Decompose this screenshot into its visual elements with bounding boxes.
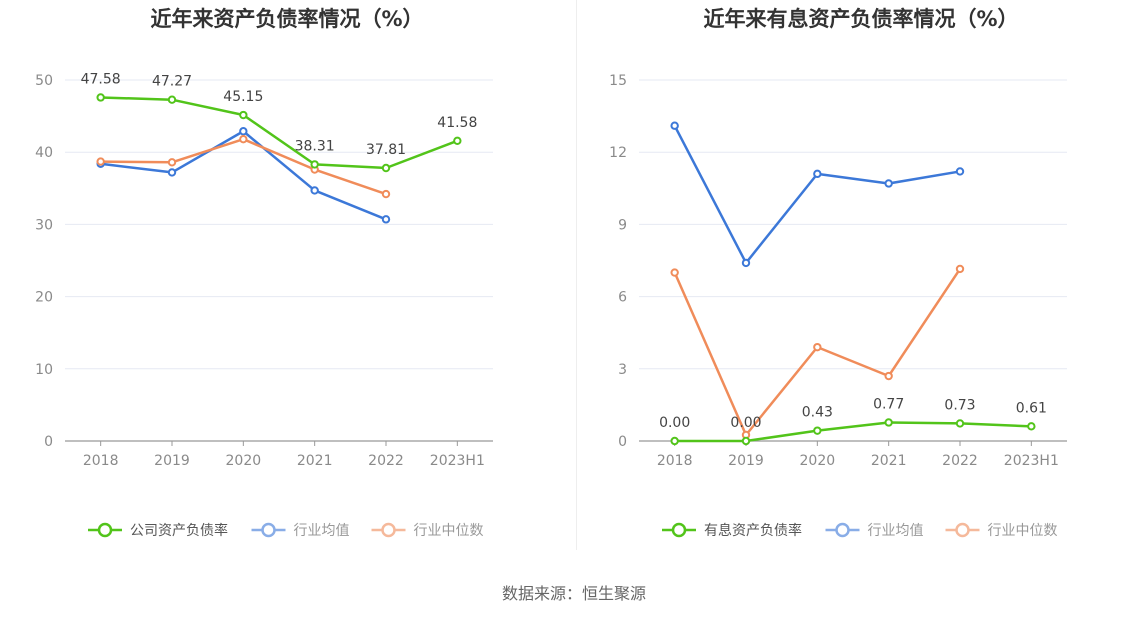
legend-marker <box>671 522 687 538</box>
data-point-median <box>670 268 679 277</box>
legend-marker <box>381 522 396 538</box>
data-point-company <box>96 93 105 102</box>
data-point-avg <box>813 169 822 179</box>
data-label: 45.15 <box>223 89 263 105</box>
legend-label: 行业均值 <box>294 523 350 539</box>
data-point-median <box>96 157 105 166</box>
y-tick-label: 30 <box>35 217 53 233</box>
y-tick-label: 9 <box>618 217 627 233</box>
chart-divider <box>576 0 577 550</box>
data-point-company <box>453 136 462 145</box>
data-point-median <box>239 135 248 144</box>
x-tick-label: 2023H1 <box>430 453 485 469</box>
y-tick-label: 0 <box>618 434 627 450</box>
data-point-company <box>239 110 248 120</box>
legend-marker <box>955 522 970 538</box>
legend-label: 行业中位数 <box>988 523 1058 539</box>
data-point-avg <box>167 168 177 177</box>
legend-label: 行业均值 <box>868 523 924 539</box>
x-tick-label: 2021 <box>871 453 907 469</box>
data-point-median <box>167 158 177 167</box>
data-point-company <box>167 95 177 104</box>
data-point-company <box>741 436 751 446</box>
legend-item-median[interactable]: 行业中位数 <box>945 522 1058 539</box>
data-point-company <box>813 426 822 435</box>
y-tick-label: 15 <box>609 73 627 89</box>
data-label: 41.58 <box>437 115 477 131</box>
data-source: 数据来源：恒生聚源 <box>501 584 646 603</box>
data-label: 38.31 <box>295 138 335 154</box>
interest-bearing-chart-svg: 近年来有息资产负债率情况（%） 0 3 6 9 12 15 2018 2019 2020 2021 2… <box>609 7 1067 539</box>
data-point-avg <box>741 258 751 268</box>
data-point-median <box>813 342 822 352</box>
chart-title: 近年来资产负债率情况（%） <box>150 7 423 31</box>
interest-bearing-chart: 近年来有息资产负债率情况（%） 0 3 6 9 12 15 2018 2019 2020 2021 2… <box>574 0 1148 560</box>
x-tick-label: 2019 <box>154 453 190 469</box>
x-tick-label: 2018 <box>83 453 119 469</box>
x-tick-label: 2023H1 <box>1004 453 1059 469</box>
y-tick-label: 3 <box>618 362 627 378</box>
asset-liability-chart-svg: 近年来资产负债率情况（%） 0 10 20 30 40 50 2018 2019 2020 2021… <box>35 7 493 539</box>
data-point-avg <box>670 121 679 130</box>
data-label: 0.00 <box>730 415 761 431</box>
data-point-median <box>381 189 391 199</box>
data-label: 0.73 <box>944 397 975 413</box>
x-tick-label: 2019 <box>728 453 764 469</box>
data-point-company <box>1027 422 1036 431</box>
x-tick-label: 2021 <box>297 453 333 469</box>
x-tick-label: 2020 <box>800 453 836 469</box>
y-tick-label: 40 <box>35 145 53 161</box>
y-tick-label: 10 <box>35 362 53 378</box>
asset-liability-chart: 近年来资产负债率情况（%） 0 10 20 30 40 50 2018 2019 2020 2021… <box>0 0 574 560</box>
data-point-company <box>670 436 679 446</box>
legend-item-company[interactable]: 公司资产负债率 <box>88 522 228 539</box>
data-point-company <box>310 160 319 169</box>
data-point-company <box>884 418 893 427</box>
legend-label: 有息资产负债率 <box>704 522 802 539</box>
x-tick-label: 2022 <box>368 453 404 469</box>
legend-label: 公司资产负债率 <box>130 522 228 539</box>
data-point-company <box>381 163 391 173</box>
legend-label: 行业中位数 <box>414 523 484 539</box>
data-point-company <box>955 419 965 428</box>
data-point-avg <box>955 167 965 176</box>
y-tick-label: 0 <box>44 434 53 450</box>
series-line-company <box>674 421 1032 443</box>
legend-item-company[interactable]: 有息资产负债率 <box>662 522 802 539</box>
x-tick-label: 2022 <box>942 453 978 469</box>
data-point-avg <box>381 215 391 224</box>
data-point-median <box>955 264 965 274</box>
data-label: 0.61 <box>1016 400 1047 416</box>
series-line-avg <box>100 130 387 221</box>
x-tick-label: 2018 <box>657 453 693 469</box>
data-label: 0.77 <box>873 396 904 412</box>
data-point-avg <box>884 179 893 188</box>
data-label: 47.27 <box>152 74 192 90</box>
data-label: 0.43 <box>802 405 833 421</box>
y-tick-label: 50 <box>35 73 53 89</box>
y-tick-label: 12 <box>609 145 627 161</box>
data-label: 0.00 <box>659 415 690 431</box>
data-point-median <box>884 371 893 381</box>
legend-item-median[interactable]: 行业中位数 <box>371 522 484 539</box>
data-label: 37.81 <box>366 142 406 158</box>
legend-marker <box>97 522 113 538</box>
series-line-avg <box>673 125 961 265</box>
legend-marker <box>261 522 276 538</box>
y-tick-label: 20 <box>35 290 53 306</box>
y-tick-label: 6 <box>618 290 627 306</box>
legend-item-avg[interactable]: 行业均值 <box>251 522 350 539</box>
data-point-avg <box>310 186 319 195</box>
data-label: 47.58 <box>81 71 121 87</box>
legend-item-avg[interactable]: 行业均值 <box>825 522 924 539</box>
x-tick-label: 2020 <box>226 453 262 469</box>
series-line-company <box>100 96 458 170</box>
legend-marker <box>835 522 850 538</box>
data-point-avg <box>239 127 248 136</box>
chart-title: 近年来有息资产负债率情况（%） <box>703 7 1018 31</box>
